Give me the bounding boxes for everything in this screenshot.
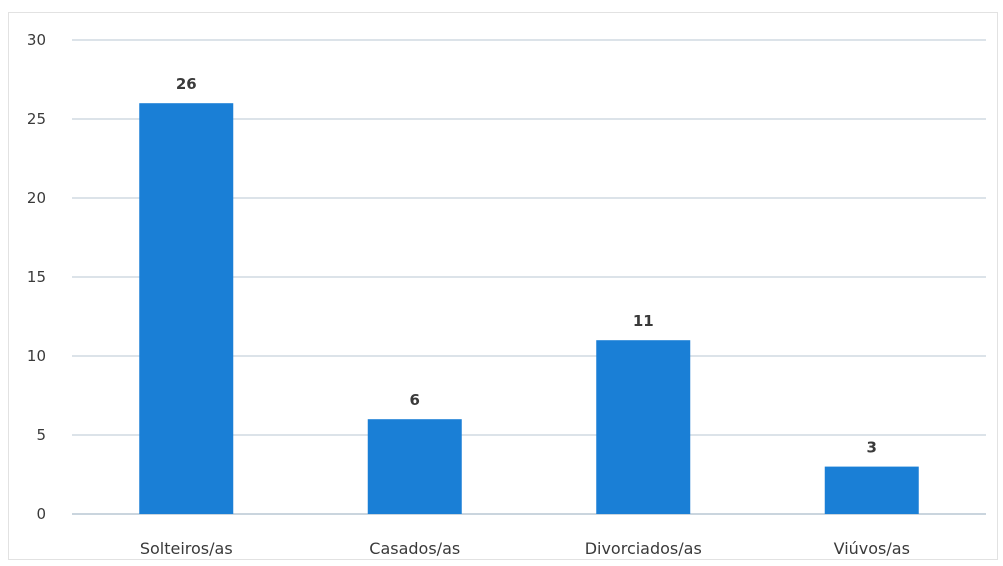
- category-label-2: Divorciados/as: [585, 539, 702, 558]
- x-axis-categories: Solteiros/as Casados/as Divorciados/as Viúv…: [140, 539, 910, 558]
- bars: [139, 103, 919, 514]
- bar-3: [824, 466, 919, 514]
- bar-1: [367, 419, 462, 514]
- category-label-3: Viúvos/as: [834, 539, 910, 558]
- bar-2: [596, 340, 691, 514]
- data-label-0: 26: [176, 75, 197, 93]
- data-label-2: 11: [633, 312, 654, 330]
- y-axis-ticks: 0 5 10 15 20 25 30: [27, 31, 46, 523]
- category-label-0: Solteiros/as: [140, 539, 233, 558]
- y-tick-label-0: 0: [36, 505, 46, 523]
- y-tick-label-15: 15: [27, 268, 46, 286]
- bar-0: [139, 103, 234, 514]
- y-tick-label-20: 20: [27, 189, 46, 207]
- chart-frame: [8, 12, 998, 560]
- data-labels: 26 6 11 3: [176, 75, 877, 456]
- data-label-3: 3: [867, 439, 877, 457]
- y-tick-label-25: 25: [27, 110, 46, 128]
- category-label-1: Casados/as: [369, 539, 460, 558]
- y-tick-label-30: 30: [27, 31, 46, 49]
- y-tick-label-5: 5: [36, 426, 46, 444]
- y-tick-label-10: 10: [27, 347, 46, 365]
- data-label-1: 6: [410, 391, 420, 409]
